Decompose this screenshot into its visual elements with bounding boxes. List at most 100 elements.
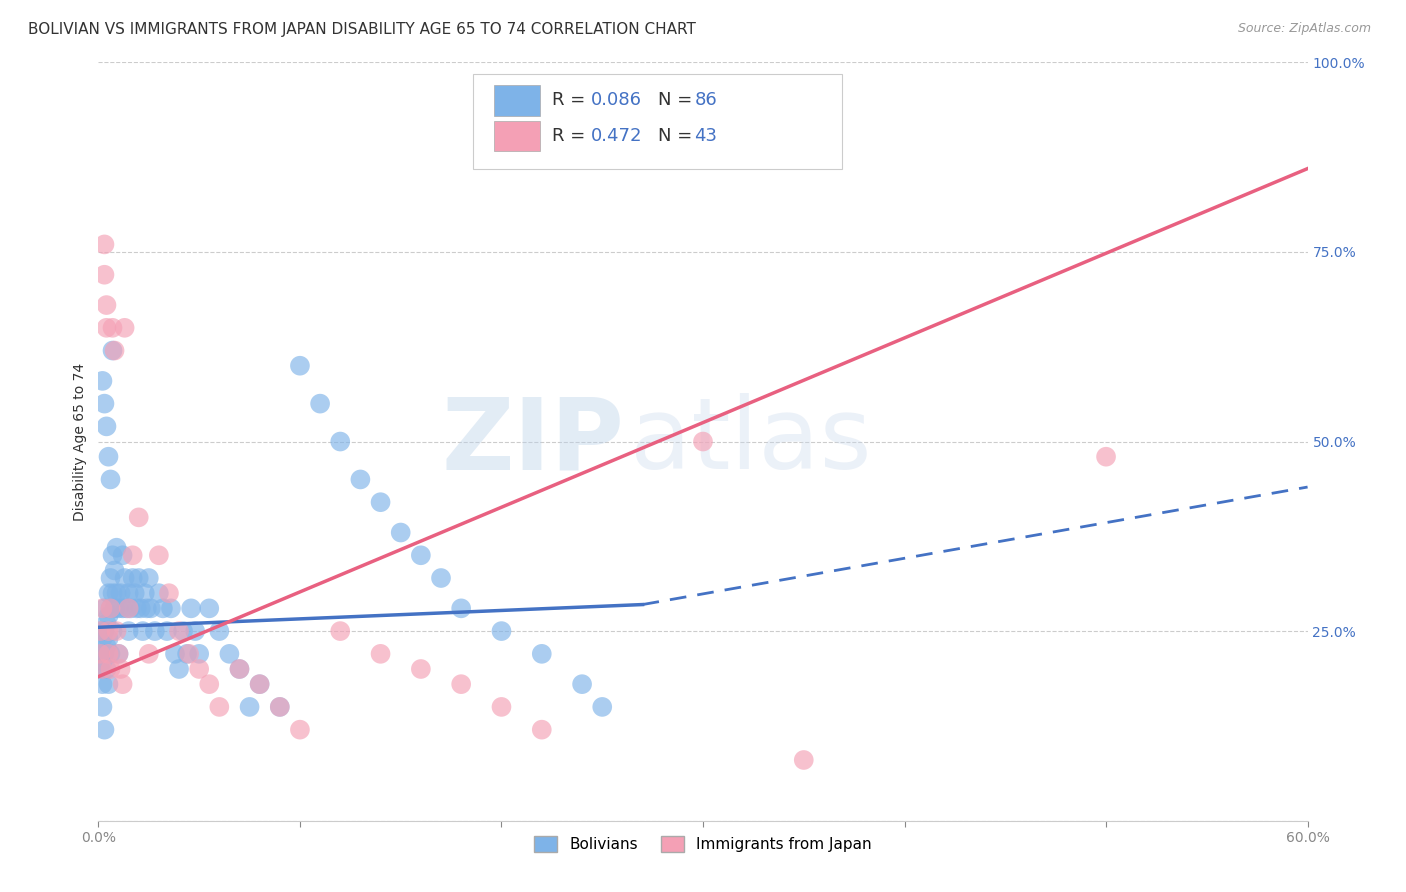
Point (107, 601, 129, 615)
Text: 0.472: 0.472 (591, 127, 643, 145)
Point (100, 662, 122, 676)
Point (110, 662, 132, 676)
Point (93, 723, 115, 737)
Point (89, 647, 111, 661)
Point (450, 677, 472, 691)
Point (96, 298, 118, 312)
Point (139, 601, 162, 615)
FancyBboxPatch shape (474, 74, 842, 169)
Point (101, 624, 124, 639)
Point (100, 601, 122, 615)
Point (120, 601, 142, 615)
Point (97, 647, 120, 661)
Point (143, 624, 166, 639)
Point (105, 541, 128, 555)
Point (91, 374, 114, 388)
Point (101, 548, 124, 563)
Point (93, 268, 115, 282)
Point (97, 586, 120, 600)
Point (103, 343, 125, 358)
Text: R =: R = (551, 91, 591, 110)
Point (101, 320, 124, 334)
Point (389, 525, 412, 540)
Point (370, 647, 392, 661)
Point (115, 601, 138, 615)
Point (110, 586, 132, 600)
Point (107, 647, 129, 661)
Point (96, 616, 118, 631)
Point (591, 699, 613, 714)
Point (93, 396, 115, 410)
Point (91, 677, 114, 691)
Point (93, 601, 115, 615)
Point (97, 632, 120, 646)
Point (100, 473, 122, 487)
Point (176, 647, 198, 661)
Point (156, 624, 179, 639)
Point (107, 647, 129, 661)
Point (450, 601, 472, 615)
Point (188, 662, 211, 676)
Point (89, 624, 111, 639)
Text: N =: N = (658, 127, 699, 145)
Point (97, 677, 120, 691)
Point (129, 601, 152, 615)
Point (329, 434, 352, 449)
Point (239, 699, 262, 714)
Point (97, 624, 120, 639)
Point (89, 624, 111, 639)
Point (163, 647, 186, 661)
Point (111, 548, 134, 563)
Point (101, 343, 124, 358)
Point (89, 662, 111, 676)
Point (118, 586, 141, 600)
Point (793, 753, 815, 767)
Point (103, 601, 125, 615)
Point (198, 677, 221, 691)
Point (135, 601, 157, 615)
Text: N =: N = (658, 91, 699, 110)
Point (370, 495, 392, 509)
Point (105, 586, 128, 600)
Point (157, 586, 180, 600)
Point (93, 624, 115, 639)
Text: ZIP: ZIP (441, 393, 624, 490)
Point (114, 320, 136, 334)
Point (148, 548, 170, 563)
Point (93, 647, 115, 661)
Point (91, 699, 114, 714)
Point (349, 473, 371, 487)
Point (103, 564, 125, 578)
Point (96, 419, 118, 434)
Point (309, 396, 332, 410)
Point (228, 662, 250, 676)
Text: Source: ZipAtlas.com: Source: ZipAtlas.com (1237, 22, 1371, 36)
Point (114, 571, 136, 585)
Point (269, 699, 291, 714)
Point (89, 647, 111, 661)
Point (179, 647, 201, 661)
Point (692, 434, 714, 449)
Point (198, 601, 221, 615)
Text: atlas: atlas (630, 393, 872, 490)
Point (249, 677, 271, 691)
Point (138, 571, 160, 585)
Point (269, 699, 291, 714)
Point (91, 601, 114, 615)
Point (571, 677, 593, 691)
Point (208, 699, 231, 714)
Point (138, 647, 160, 661)
Point (167, 624, 190, 639)
Text: 86: 86 (695, 91, 717, 110)
Point (409, 662, 432, 676)
Point (134, 586, 156, 600)
Point (491, 699, 513, 714)
Point (180, 601, 202, 615)
Point (101, 586, 124, 600)
Point (152, 601, 174, 615)
Point (118, 601, 141, 615)
Point (530, 723, 553, 737)
Point (121, 548, 143, 563)
Point (100, 601, 122, 615)
Point (91, 632, 114, 646)
